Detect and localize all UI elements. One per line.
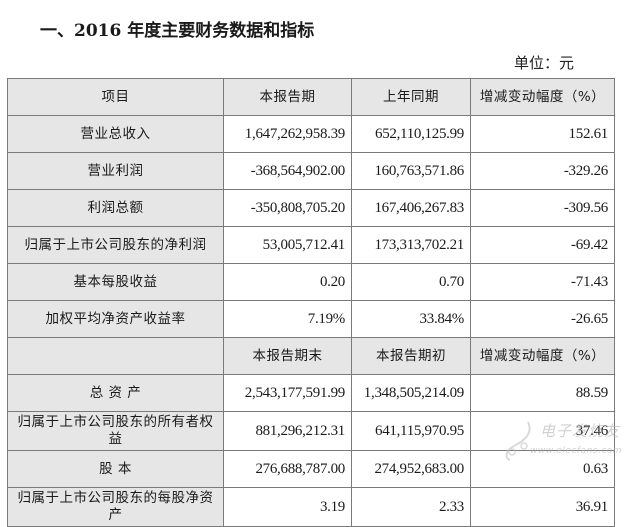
table-row: 加权平均净资产收益率 7.19% 33.84% -26.65 (7, 300, 615, 338)
previous-value: 1,348,505,214.09 (351, 374, 471, 412)
subheader-period-end: 本报告期末 (223, 337, 352, 375)
previous-value: 641,115,970.95 (351, 411, 471, 451)
header-current-period: 本报告期 (223, 78, 352, 116)
change-value: 36.91 (470, 487, 615, 527)
row-label: 归属于上市公司股东的每股净资产 (7, 487, 224, 527)
table-row: 归属于上市公司股东的所有者权益 881,296,212.31 641,115,9… (7, 411, 615, 451)
unit-label: 单位：元 (514, 54, 575, 72)
previous-value: 173,313,702.21 (351, 226, 471, 264)
current-value: -368,564,902.00 (223, 152, 352, 190)
previous-value: 2.33 (351, 487, 471, 527)
table-subheader-row: 本报告期末 本报告期初 增减变动幅度（%） (7, 337, 615, 375)
subheader-item (7, 337, 224, 375)
change-value: -71.43 (470, 263, 615, 301)
table-row: 归属于上市公司股东的每股净资产 3.19 2.33 36.91 (7, 487, 615, 527)
header-change-pct: 增减变动幅度（%） (470, 78, 615, 116)
row-label: 归属于上市公司股东的净利润 (7, 226, 224, 264)
change-value: -69.42 (470, 226, 615, 264)
row-label: 总 资 产 (7, 374, 224, 412)
table-row: 总 资 产 2,543,177,591.99 1,348,505,214.09 … (7, 374, 615, 412)
table-row: 利润总额 -350,808,705.20 167,406,267.83 -309… (7, 189, 615, 227)
row-label: 股 本 (7, 450, 224, 488)
previous-value: 652,110,125.99 (351, 115, 471, 153)
current-value: 881,296,212.31 (223, 411, 352, 451)
section-title: 一、2016 年度主要财务数据和指标 (40, 21, 315, 41)
financial-data-table: 项目 本报告期 上年同期 增减变动幅度（%） 营业总收入 1,647,262,9… (7, 78, 615, 527)
current-value: 1,647,262,958.39 (223, 115, 352, 153)
current-value: -350,808,705.20 (223, 189, 352, 227)
table-row: 营业总收入 1,647,262,958.39 652,110,125.99 15… (7, 115, 615, 153)
current-value: 3.19 (223, 487, 352, 527)
table-header-row: 项目 本报告期 上年同期 增减变动幅度（%） (7, 78, 615, 116)
current-value: 53,005,712.41 (223, 226, 352, 264)
table-row: 营业利润 -368,564,902.00 160,763,571.86 -329… (7, 152, 615, 190)
change-value: 0.63 (470, 450, 615, 488)
row-label: 归属于上市公司股东的所有者权益 (7, 411, 224, 451)
current-value: 2,543,177,591.99 (223, 374, 352, 412)
header-prior-period: 上年同期 (351, 78, 471, 116)
row-label: 利润总额 (7, 189, 224, 227)
row-label: 营业利润 (7, 152, 224, 190)
current-value: 0.20 (223, 263, 352, 301)
change-value: -26.65 (470, 300, 615, 338)
table-row: 基本每股收益 0.20 0.70 -71.43 (7, 263, 615, 301)
table-row: 股 本 276,688,787.00 274,952,683.00 0.63 (7, 450, 615, 488)
previous-value: 167,406,267.83 (351, 189, 471, 227)
change-value: -329.26 (470, 152, 615, 190)
change-value: 152.61 (470, 115, 615, 153)
header-item: 项目 (7, 78, 224, 116)
previous-value: 274,952,683.00 (351, 450, 471, 488)
current-value: 276,688,787.00 (223, 450, 352, 488)
previous-value: 33.84% (351, 300, 471, 338)
row-label: 营业总收入 (7, 115, 224, 153)
current-value: 7.19% (223, 300, 352, 338)
change-value: -309.56 (470, 189, 615, 227)
subheader-change-pct: 增减变动幅度（%） (470, 337, 615, 375)
previous-value: 0.70 (351, 263, 471, 301)
change-value: 37.46 (470, 411, 615, 451)
subheader-period-start: 本报告期初 (351, 337, 471, 375)
previous-value: 160,763,571.86 (351, 152, 471, 190)
change-value: 88.59 (470, 374, 615, 412)
row-label: 加权平均净资产收益率 (7, 300, 224, 338)
table-row: 归属于上市公司股东的净利润 53,005,712.41 173,313,702.… (7, 226, 615, 264)
row-label: 基本每股收益 (7, 263, 224, 301)
